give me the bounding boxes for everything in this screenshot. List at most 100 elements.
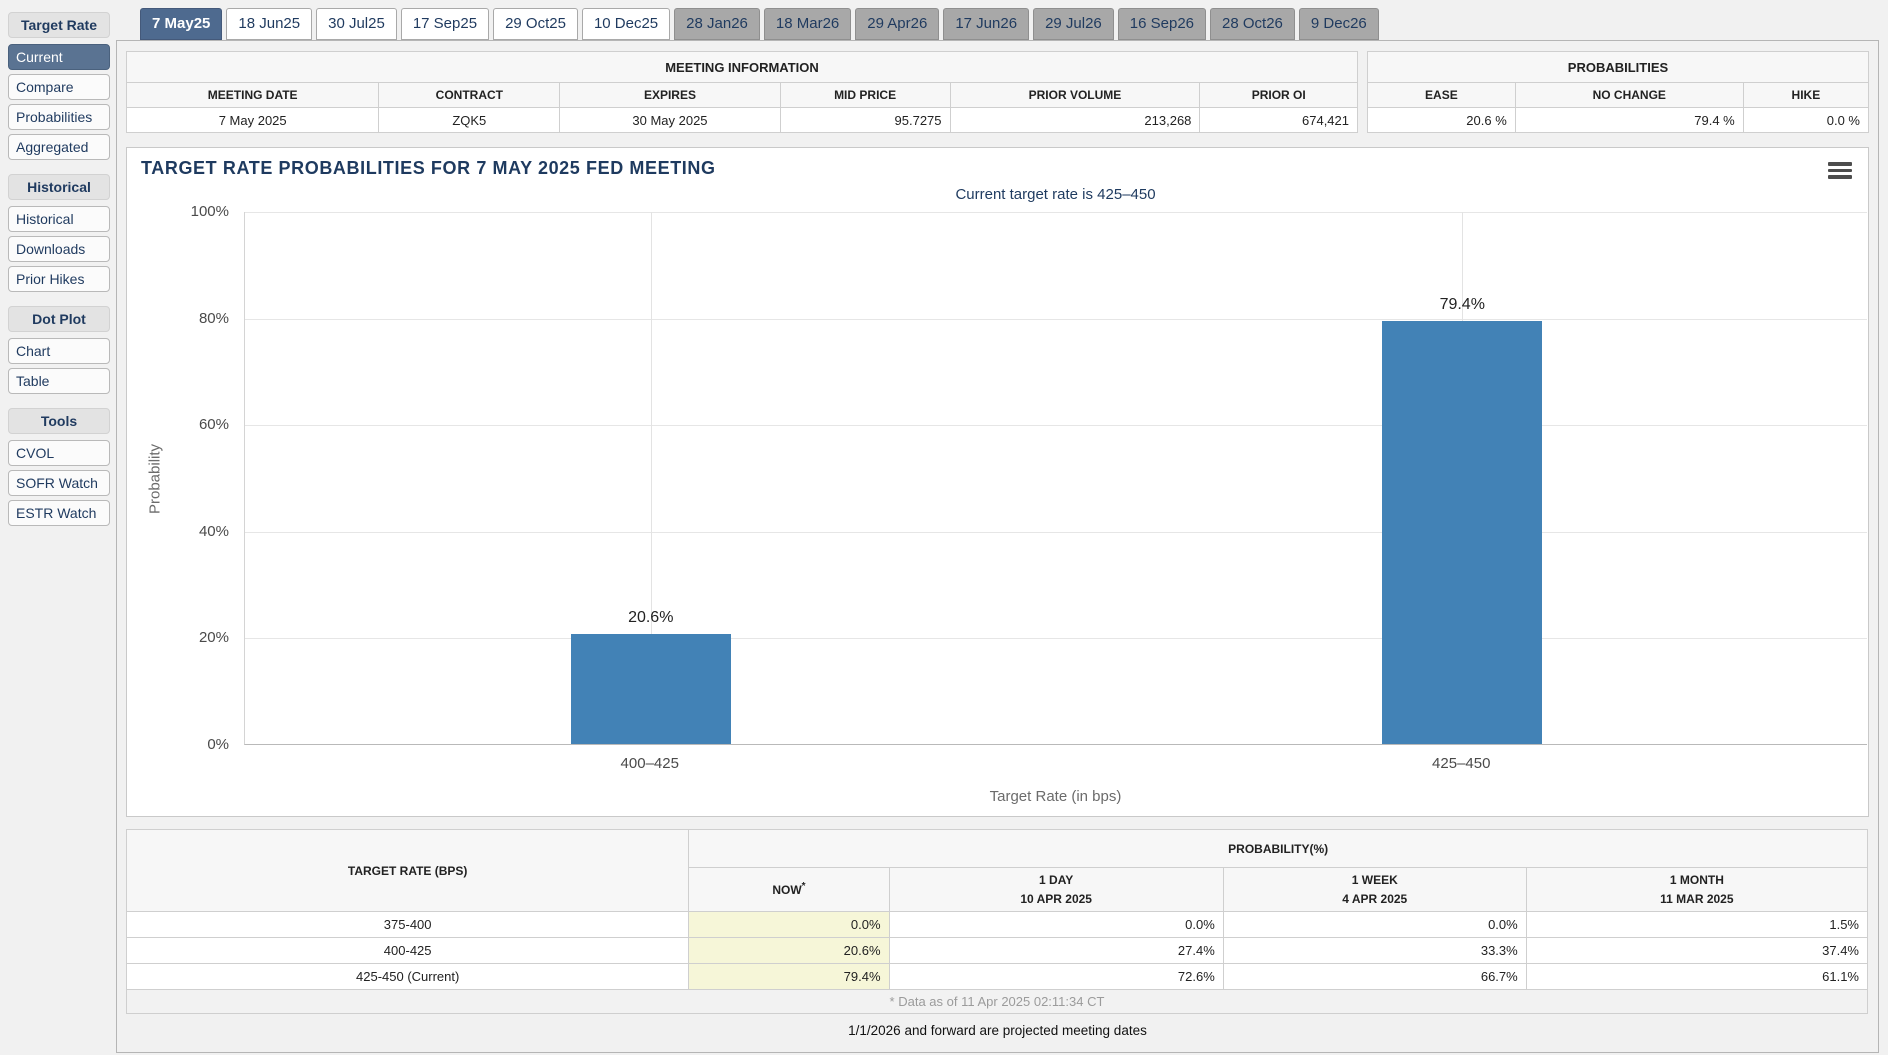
sidebar-item-prior-hikes[interactable]: Prior Hikes <box>8 266 110 292</box>
chart-subtitle: Current target rate is 425–450 <box>955 186 1156 203</box>
tab-29-apr26[interactable]: 29 Apr26 <box>855 8 940 40</box>
col-header-1-month: 1 MONTH 11 MAR 2025 <box>1525 867 1869 912</box>
bar-value-label: 20.6% <box>628 609 674 627</box>
target-rate-chart: TARGET RATE PROBABILITIES FOR 7 MAY 2025… <box>126 147 1888 817</box>
tab-28-oct26[interactable]: 28 Oct26 <box>1210 8 1295 40</box>
no-change-value: 79.4 % <box>1514 107 1744 133</box>
h-gridline <box>245 425 1867 427</box>
table-row: 375-400 0.0% 0.0% 0.0% 1.5% <box>125 911 1869 938</box>
sidebar-item-sofr-watch[interactable]: SOFR Watch <box>8 470 110 496</box>
sidebar-item-aggregated[interactable]: Aggregated <box>8 134 110 160</box>
sidebar-item-current[interactable]: Current <box>8 44 110 70</box>
tab-18-mar26[interactable]: 18 Mar26 <box>763 8 852 40</box>
h-gridline <box>245 531 1867 533</box>
data-as-of-footnote: * Data as of 11 Apr 2025 02:11:34 CT <box>126 989 1868 1014</box>
x-tick-label: 400–425 <box>620 755 679 772</box>
tab-28-jan26[interactable]: 28 Jan26 <box>674 8 760 40</box>
sidebar-section-dot-plot: Dot Plot <box>8 306 110 332</box>
x-axis-labels: 400–425 425–450 <box>244 755 1867 775</box>
col-header-now: NOW* <box>688 867 890 912</box>
probabilities-title: PROBABILITIES <box>1367 51 1869 83</box>
v-gridline <box>650 212 652 744</box>
sidebar-section-historical: Historical <box>8 174 110 200</box>
y-axis-labels: 0% 20% 40% 60% 80% 100% <box>167 203 237 753</box>
tab-9-dec26[interactable]: 9 Dec26 <box>1298 8 1379 40</box>
col-header-1-week: 1 WEEK 4 APR 2025 <box>1222 867 1527 912</box>
col-header-target-rate-bps: TARGET RATE (BPS) <box>125 829 690 912</box>
meeting-information-table: MEETING INFORMATION MEETING DATE CONTRAC… <box>125 51 1358 133</box>
sidebar-section-target-rate: Target Rate <box>8 12 110 38</box>
sidebar-item-probabilities[interactable]: Probabilities <box>8 104 110 130</box>
bar-400–425[interactable] <box>570 634 731 744</box>
month-prob: 37.4% <box>1525 937 1869 964</box>
tab-29-oct25[interactable]: 29 Oct25 <box>493 8 578 40</box>
tab-18-jun25[interactable]: 18 Jun25 <box>226 8 313 40</box>
now-prob: 0.0% <box>688 911 890 938</box>
x-tick-label: 425–450 <box>1432 755 1491 772</box>
sidebar-item-estr-watch[interactable]: ESTR Watch <box>8 500 110 526</box>
bar-425–450[interactable] <box>1382 320 1543 744</box>
summary-tables-row: MEETING INFORMATION MEETING DATE CONTRAC… <box>125 51 1870 133</box>
rate-range: 400-425 <box>125 937 690 964</box>
tab-17-jun26[interactable]: 17 Jun26 <box>943 8 1030 40</box>
col-header-expires: EXPIRES <box>559 82 781 108</box>
probabilities-summary-row: 20.6 % 79.4 % 0.0 % <box>1367 107 1870 133</box>
table-row: 425-450 (Current) 79.4% 72.6% 66.7% 61.1… <box>125 963 1869 990</box>
y-tick-label: 20% <box>198 629 229 647</box>
y-axis-title: Probability <box>146 443 164 514</box>
tab-10-dec25[interactable]: 10 Dec25 <box>581 8 671 40</box>
mid-price-value: 95.7275 <box>779 107 951 133</box>
month-prob: 61.1% <box>1525 963 1869 990</box>
hamburger-menu-icon[interactable] <box>1828 162 1852 182</box>
col-header-no-change: NO CHANGE <box>1514 82 1744 108</box>
sidebar-item-chart[interactable]: Chart <box>8 338 110 364</box>
day-prob: 72.6% <box>888 963 1224 990</box>
hike-value: 0.0 % <box>1742 107 1870 133</box>
sidebar-item-downloads[interactable]: Downloads <box>8 236 110 262</box>
y-tick-label: 40% <box>198 522 229 540</box>
expires-value: 30 May 2025 <box>559 107 781 133</box>
main-area: 7 May25 18 Jun25 30 Jul25 17 Sep25 29 Oc… <box>116 8 1888 1053</box>
y-tick-label: 60% <box>198 416 229 434</box>
tab-7-may25[interactable]: 7 May25 <box>140 8 223 40</box>
h-gridline <box>245 212 1867 213</box>
col-header-contract: CONTRACT <box>378 82 561 108</box>
week-prob: 0.0% <box>1222 911 1527 938</box>
chart-title: TARGET RATE PROBABILITIES FOR 7 MAY 2025… <box>141 158 716 178</box>
plot-area: Q 20.6%79.4% <box>244 212 1888 745</box>
table-row: 400-425 20.6% 27.4% 33.3% 37.4% <box>125 937 1869 964</box>
tab-30-jul25[interactable]: 30 Jul25 <box>316 8 397 40</box>
col-header-meeting-date: MEETING DATE <box>125 82 380 108</box>
tab-29-jul26[interactable]: 29 Jul26 <box>1033 8 1114 40</box>
col-header-probability-pct: PROBABILITY(%) <box>688 829 1868 868</box>
h-gridline <box>245 318 1867 320</box>
sidebar-section-tools: Tools <box>8 408 110 434</box>
sidebar-item-compare[interactable]: Compare <box>8 74 110 100</box>
rate-range: 375-400 <box>125 911 690 938</box>
x-axis-title: Target Rate (in bps) <box>989 788 1122 805</box>
week-prob: 66.7% <box>1222 963 1527 990</box>
col-header-prior-volume: PRIOR VOLUME <box>949 82 1201 108</box>
meeting-information-row: 7 May 2025 ZQK5 30 May 2025 95.7275 213,… <box>125 107 1358 133</box>
tab-17-sep25[interactable]: 17 Sep25 <box>400 8 490 40</box>
now-footnote-marker: * <box>801 881 806 893</box>
tab-16-sep26[interactable]: 16 Sep26 <box>1117 8 1207 40</box>
prior-oi-value: 674,421 <box>1199 107 1358 133</box>
meeting-date-tabbar: 7 May25 18 Jun25 30 Jul25 17 Sep25 29 Oc… <box>140 8 1879 40</box>
sidebar-item-cvol[interactable]: CVOL <box>8 440 110 466</box>
col-header-prior-oi: PRIOR OI <box>1199 82 1358 108</box>
content-panel: MEETING INFORMATION MEETING DATE CONTRAC… <box>116 40 1888 1053</box>
col-header-hike: HIKE <box>1742 82 1870 108</box>
y-tick-label: 0% <box>207 736 229 753</box>
ease-value: 20.6 % <box>1367 107 1516 133</box>
sidebar-item-historical[interactable]: Historical <box>8 206 110 232</box>
probabilities-summary-table: PROBABILITIES EASE NO CHANGE HIKE 20.6 %… <box>1367 51 1870 133</box>
prior-volume-value: 213,268 <box>949 107 1201 133</box>
probability-history-table: TARGET RATE (BPS) PROBABILITY(%) NOW* 1 … <box>125 829 1869 1014</box>
meeting-information-title: MEETING INFORMATION <box>126 51 1358 83</box>
sidebar: Target Rate Current Compare Probabilitie… <box>8 12 110 530</box>
meeting-date-value: 7 May 2025 <box>125 107 380 133</box>
week-prob: 33.3% <box>1222 937 1527 964</box>
col-header-1-day: 1 DAY 10 APR 2025 <box>888 867 1224 912</box>
sidebar-item-table[interactable]: Table <box>8 368 110 394</box>
